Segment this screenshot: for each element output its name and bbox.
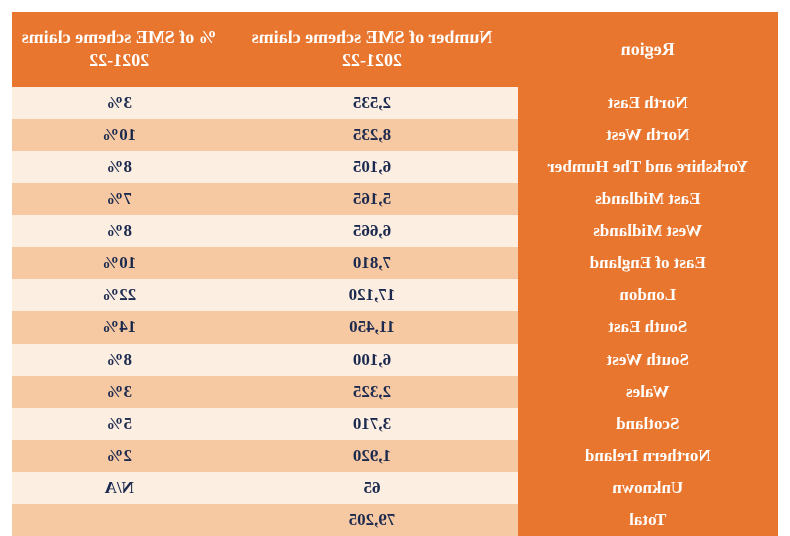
- table-header-row: Region Number of SME scheme claims 2021-…: [12, 12, 778, 87]
- cell-percent: N/A: [12, 472, 226, 504]
- cell-percent: [12, 504, 226, 536]
- sme-claims-table: Region Number of SME scheme claims 2021-…: [12, 12, 778, 536]
- cell-number: 1,920: [226, 440, 517, 472]
- table-row: London17,12022%: [12, 279, 778, 311]
- cell-percent: 10%: [12, 247, 226, 279]
- cell-number: 6,100: [226, 344, 517, 376]
- table-row: Wales2,3253%: [12, 376, 778, 408]
- cell-percent: 5%: [12, 408, 226, 440]
- cell-region: Scotland: [518, 408, 778, 440]
- table-row: East Midlands5,1657%: [12, 183, 778, 215]
- cell-percent: 3%: [12, 87, 226, 119]
- cell-region: South East: [518, 311, 778, 343]
- cell-number: 7,810: [226, 247, 517, 279]
- cell-percent: 10%: [12, 119, 226, 151]
- table-row: Yorkshire and The Humber6,1058%: [12, 151, 778, 183]
- cell-region: London: [518, 279, 778, 311]
- table-body: North East2,5353%North West8,23510%Yorks…: [12, 87, 778, 536]
- cell-region: North East: [518, 87, 778, 119]
- cell-percent: 8%: [12, 215, 226, 247]
- cell-percent: 3%: [12, 376, 226, 408]
- cell-percent: 2%: [12, 440, 226, 472]
- table-row: Northern Ireland1,9202%: [12, 440, 778, 472]
- table-row: North West8,23510%: [12, 119, 778, 151]
- table-row: Scotland3,7105%: [12, 408, 778, 440]
- header-region: Region: [518, 12, 778, 87]
- table-row: North East2,5353%: [12, 87, 778, 119]
- cell-number: 3,710: [226, 408, 517, 440]
- cell-region: East of England: [518, 247, 778, 279]
- cell-region: Unknown: [518, 472, 778, 504]
- table-row: Unknown65N/A: [12, 472, 778, 504]
- header-percent: % of SME scheme claims 2021-22: [12, 12, 226, 87]
- table-row: South East11,45014%: [12, 311, 778, 343]
- table-row: East of England7,81010%: [12, 247, 778, 279]
- cell-number: 65: [226, 472, 517, 504]
- cell-number: 5,165: [226, 183, 517, 215]
- table-row: South West6,1008%: [12, 344, 778, 376]
- cell-percent: 7%: [12, 183, 226, 215]
- cell-region: Northern Ireland: [518, 440, 778, 472]
- cell-number: 79,205: [226, 504, 517, 536]
- cell-region: South West: [518, 344, 778, 376]
- cell-number: 8,235: [226, 119, 517, 151]
- cell-number: 6,105: [226, 151, 517, 183]
- cell-percent: 8%: [12, 344, 226, 376]
- table-row: West Midlands6,6658%: [12, 215, 778, 247]
- cell-region: East Midlands: [518, 183, 778, 215]
- cell-number: 6,665: [226, 215, 517, 247]
- cell-region: Yorkshire and The Humber: [518, 151, 778, 183]
- header-number: Number of SME scheme claims 2021-22: [226, 12, 517, 87]
- cell-region: West Midlands: [518, 215, 778, 247]
- cell-number: 11,450: [226, 311, 517, 343]
- cell-number: 17,120: [226, 279, 517, 311]
- cell-percent: 22%: [12, 279, 226, 311]
- cell-region: North West: [518, 119, 778, 151]
- cell-region: Wales: [518, 376, 778, 408]
- table-row: Total79,205: [12, 504, 778, 536]
- cell-percent: 14%: [12, 311, 226, 343]
- cell-percent: 8%: [12, 151, 226, 183]
- cell-region: Total: [518, 504, 778, 536]
- cell-number: 2,535: [226, 87, 517, 119]
- cell-number: 2,325: [226, 376, 517, 408]
